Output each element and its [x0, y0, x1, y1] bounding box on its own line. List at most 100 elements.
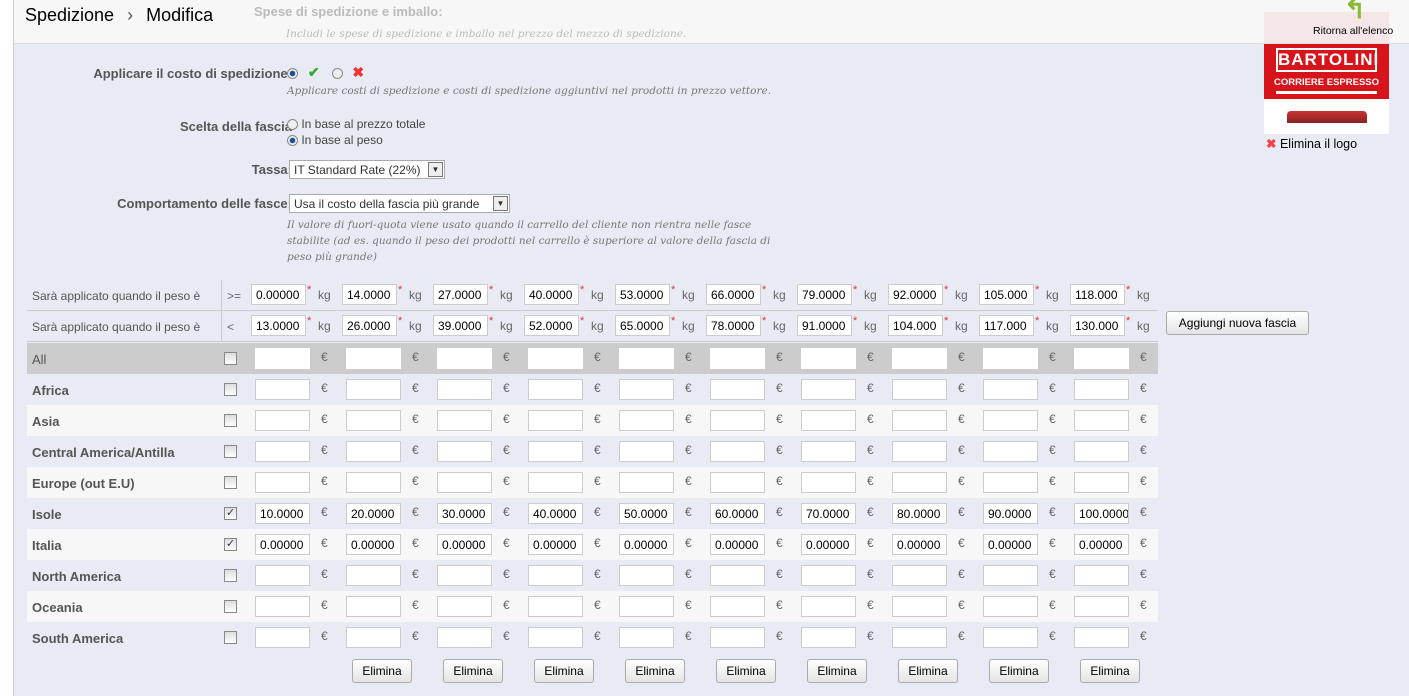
price-input[interactable] — [801, 596, 856, 617]
range-from-input[interactable]: 66.0000 — [706, 284, 761, 305]
price-input[interactable]: 0.00000 — [983, 534, 1038, 555]
price-input[interactable] — [346, 627, 401, 648]
price-input[interactable] — [801, 627, 856, 648]
price-input[interactable] — [619, 565, 674, 586]
price-input[interactable] — [437, 348, 492, 369]
price-input[interactable]: 0.00000 — [801, 534, 856, 555]
price-input[interactable] — [437, 410, 492, 431]
price-input[interactable] — [346, 348, 401, 369]
delete-range-button[interactable]: Elimina — [807, 659, 867, 683]
zone-checkbox[interactable] — [224, 569, 237, 582]
price-input[interactable] — [801, 410, 856, 431]
price-input[interactable] — [710, 472, 765, 493]
price-input[interactable] — [528, 379, 583, 400]
price-input[interactable] — [892, 410, 947, 431]
price-input[interactable] — [983, 596, 1038, 617]
price-input[interactable]: 60.0000 — [710, 503, 765, 524]
price-input[interactable] — [528, 410, 583, 431]
price-input[interactable] — [619, 596, 674, 617]
price-input[interactable] — [528, 596, 583, 617]
price-input[interactable] — [346, 441, 401, 462]
price-input[interactable] — [528, 627, 583, 648]
price-input[interactable]: 70.0000 — [801, 503, 856, 524]
price-input[interactable] — [983, 472, 1038, 493]
price-input[interactable] — [437, 565, 492, 586]
price-input[interactable]: 40.0000 — [528, 503, 583, 524]
zone-checkbox[interactable] — [224, 476, 237, 489]
price-input[interactable] — [528, 348, 583, 369]
price-input[interactable] — [255, 472, 310, 493]
delete-logo-link[interactable]: ✖ Elimina il logo — [1266, 136, 1357, 151]
price-input[interactable] — [710, 565, 765, 586]
price-input[interactable] — [437, 441, 492, 462]
price-input[interactable] — [1074, 410, 1129, 431]
range-by-price-radio[interactable] — [287, 119, 298, 131]
price-input[interactable] — [619, 348, 674, 369]
price-input[interactable] — [892, 565, 947, 586]
range-to-input[interactable]: 26.0000 — [342, 315, 397, 336]
price-input[interactable] — [710, 441, 765, 462]
range-from-input[interactable]: 118.000 — [1070, 284, 1125, 305]
price-input[interactable] — [528, 565, 583, 586]
price-input[interactable] — [710, 379, 765, 400]
price-input[interactable] — [255, 441, 310, 462]
range-from-input[interactable]: 14.0000 — [342, 284, 397, 305]
price-input[interactable] — [437, 596, 492, 617]
zone-checkbox[interactable] — [224, 383, 237, 396]
price-input[interactable]: 0.00000 — [255, 534, 310, 555]
price-input[interactable] — [619, 441, 674, 462]
apply-cost-yes-radio[interactable] — [287, 67, 298, 79]
price-input[interactable] — [892, 348, 947, 369]
price-input[interactable] — [619, 410, 674, 431]
add-range-button[interactable]: Aggiungi nuova fascia — [1166, 311, 1309, 335]
price-input[interactable] — [255, 596, 310, 617]
price-input[interactable] — [892, 441, 947, 462]
price-input[interactable]: 0.00000 — [528, 534, 583, 555]
price-input[interactable] — [892, 627, 947, 648]
price-input[interactable]: 0.00000 — [437, 534, 492, 555]
range-from-input[interactable]: 53.0000 — [615, 284, 670, 305]
price-input[interactable] — [437, 472, 492, 493]
price-input[interactable] — [619, 379, 674, 400]
price-input[interactable] — [892, 379, 947, 400]
price-input[interactable] — [619, 472, 674, 493]
price-input[interactable] — [801, 348, 856, 369]
breadcrumb-section[interactable]: Spedizione — [25, 5, 115, 25]
range-by-weight-radio[interactable] — [287, 135, 298, 147]
price-input[interactable] — [983, 627, 1038, 648]
price-input[interactable] — [801, 472, 856, 493]
range-to-input[interactable]: 117.000 — [979, 315, 1034, 336]
price-input[interactable] — [255, 379, 310, 400]
back-arrow-icon[interactable]: ↰ — [1344, 0, 1366, 24]
zone-checkbox[interactable] — [224, 631, 237, 644]
price-input[interactable]: 0.00000 — [1074, 534, 1129, 555]
delete-range-button[interactable]: Elimina — [534, 659, 594, 683]
price-input[interactable] — [710, 410, 765, 431]
price-input[interactable] — [710, 348, 765, 369]
price-input[interactable] — [255, 565, 310, 586]
range-to-input[interactable]: 13.0000 — [251, 315, 306, 336]
back-to-list-link[interactable]: Ritorna all'elenco — [1313, 25, 1394, 37]
price-input[interactable]: 20.0000 — [346, 503, 401, 524]
zone-checkbox[interactable] — [224, 414, 237, 427]
price-input[interactable]: 100.0000 — [1074, 503, 1129, 524]
price-input[interactable] — [983, 565, 1038, 586]
price-input[interactable] — [983, 348, 1038, 369]
price-input[interactable]: 80.0000 — [892, 503, 947, 524]
price-input[interactable] — [1074, 441, 1129, 462]
delete-range-button[interactable]: Elimina — [352, 659, 412, 683]
range-to-input[interactable]: 52.0000 — [524, 315, 579, 336]
price-input[interactable] — [346, 472, 401, 493]
price-input[interactable]: 0.00000 — [892, 534, 947, 555]
price-input[interactable] — [346, 410, 401, 431]
range-to-input[interactable]: 78.0000 — [706, 315, 761, 336]
range-from-input[interactable]: 27.0000 — [433, 284, 488, 305]
range-to-input[interactable]: 104.000 — [888, 315, 943, 336]
price-input[interactable]: 0.00000 — [346, 534, 401, 555]
price-input[interactable] — [892, 472, 947, 493]
zone-checkbox[interactable]: ✓ — [224, 538, 237, 551]
price-input[interactable] — [801, 565, 856, 586]
price-input[interactable] — [1074, 379, 1129, 400]
delete-range-button[interactable]: Elimina — [1080, 659, 1140, 683]
delete-range-button[interactable]: Elimina — [716, 659, 776, 683]
